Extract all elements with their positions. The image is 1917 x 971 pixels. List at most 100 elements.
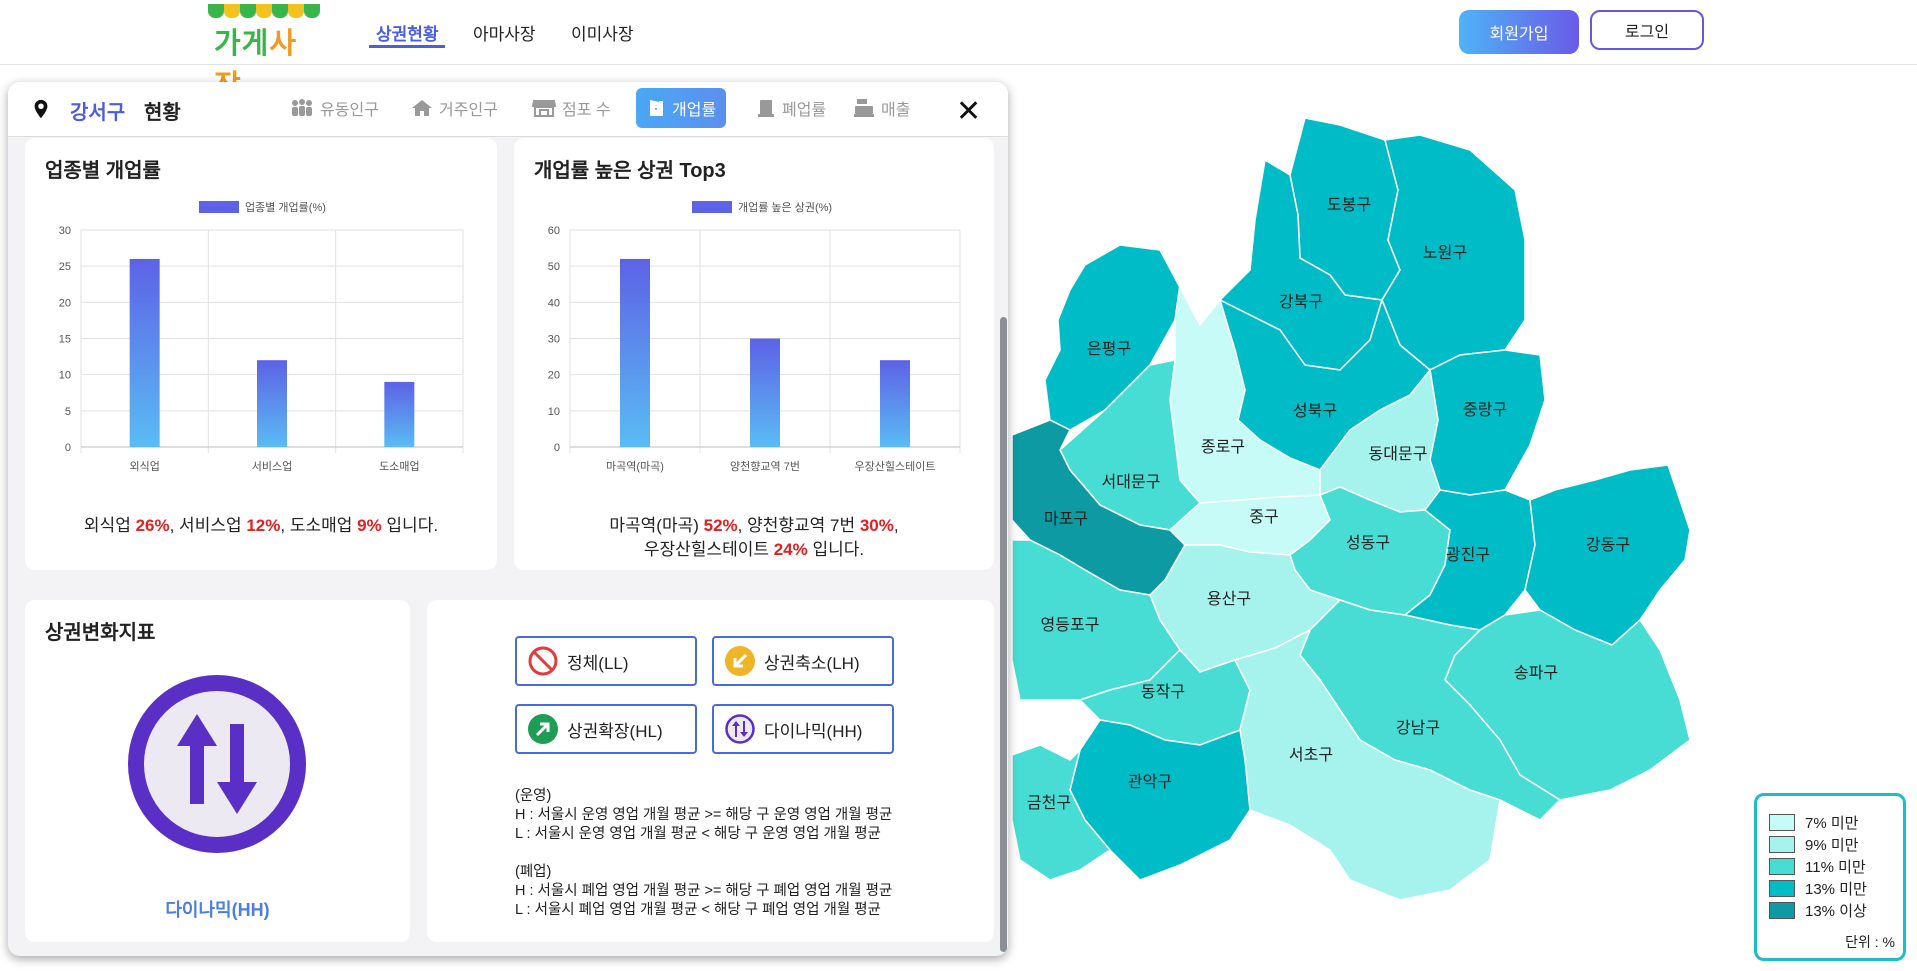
legend-item: 13% 이상 xyxy=(1769,900,1867,920)
panel-scrollbar[interactable] xyxy=(1000,317,1007,952)
y-tick-label: 30 xyxy=(59,225,71,237)
bar[interactable] xyxy=(750,338,780,448)
district-geumcheon[interactable] xyxy=(1011,744,1112,881)
store-icon xyxy=(532,100,556,117)
district-gangdong[interactable] xyxy=(1524,464,1691,646)
up-down-arrows-small-icon xyxy=(725,714,755,744)
closure-h-desc: H : 서울시 폐업 영업 개월 평균 >= 해당 구 폐업 영업 개월 평균 xyxy=(515,883,893,899)
no-entry-icon xyxy=(528,646,558,676)
legend-swatch xyxy=(199,201,239,213)
tab-resident-population[interactable]: 거주인구 xyxy=(411,88,498,128)
map-legend: 7% 미만 9% 미만 11% 미만 13% 미만 13% 이상 단위 : % xyxy=(1754,793,1906,961)
home-icon xyxy=(412,100,432,116)
nav-item-imisajang[interactable]: 이미사장 xyxy=(571,25,634,44)
legend-swatch xyxy=(1769,857,1795,875)
tab-closing-rate[interactable]: 폐업률 xyxy=(756,88,826,128)
tab-opening-rate[interactable]: 개업률 xyxy=(636,88,727,128)
tab-store-count[interactable]: 점포 수 xyxy=(532,88,611,128)
y-tick-label: 10 xyxy=(548,406,560,418)
y-tick-label: 10 xyxy=(59,370,71,382)
top3-market-card: 개업률 높은 상권 Top3 개업률 높은 상권(%) 0 10 20 30 40 50 60… xyxy=(514,138,994,570)
bar[interactable] xyxy=(880,360,910,447)
x-tick-label: 마곡역(마곡) xyxy=(606,460,664,473)
y-tick-label: 60 xyxy=(548,225,560,237)
door-open-icon xyxy=(650,100,663,116)
label-dobong: 도봉구 xyxy=(1327,197,1371,214)
legend-swatch xyxy=(692,201,732,213)
card-title: 상권변화지표 xyxy=(45,622,156,644)
label-eunpyeong: 은평구 xyxy=(1087,340,1131,358)
card-title: 개업률 높은 상권 Top3 xyxy=(534,160,726,182)
signup-button[interactable]: 회원가입 xyxy=(1459,10,1579,54)
label-mapo: 마포구 xyxy=(1044,510,1088,528)
people-icon xyxy=(292,99,312,116)
legend-item: 7% 미만 xyxy=(1769,812,1858,832)
label-geumcheon: 금천구 xyxy=(1027,794,1071,812)
indicator-shrink-button[interactable]: 상권축소(LH) xyxy=(712,636,894,686)
label-nowon: 노원구 xyxy=(1423,244,1467,262)
bar[interactable] xyxy=(384,381,415,447)
tab-floating-population[interactable]: 유동인구 xyxy=(290,88,379,128)
top3-summary: 마곡역(마곡) 52%, 양천향교역 7번 30%, 우장산힐스테이트 24% … xyxy=(609,516,899,559)
label-dongjak: 동작구 xyxy=(1141,683,1185,701)
district-jungnang[interactable] xyxy=(1429,349,1546,496)
location-pin-icon xyxy=(34,99,48,119)
industry-summary: 외식업 26%, 서비스업 12%, 도소매업 9% 입니다. xyxy=(83,516,439,535)
up-down-arrows-icon xyxy=(128,675,306,853)
nav-item-market-status[interactable]: 상권현황 xyxy=(376,25,439,44)
label-yongsan: 용산구 xyxy=(1207,590,1251,608)
nav-item-amasajang[interactable]: 아마사장 xyxy=(473,25,536,44)
legend-item: 13% 미만 xyxy=(1769,878,1867,898)
operation-l-desc: L : 서울시 운영 영업 개월 평균 < 해당 구 운영 영업 개월 평균 xyxy=(515,826,881,842)
logo[interactable]: 가게사장 xyxy=(208,4,320,102)
label-gangnam: 강남구 xyxy=(1396,719,1440,737)
index-legend-card: 정체(LL) 상권축소(LH) 상권확장(HL) 다이나믹(HH) (운영) H… xyxy=(427,600,994,942)
x-tick-label: 양천향교역 7번 xyxy=(730,459,800,473)
legend-item: 9% 미만 xyxy=(1769,834,1858,854)
top3-bar-chart: 개업률 높은 상권(%) 0 10 20 30 40 50 60 마곡역(마곡) 양천향교역 7번… xyxy=(548,201,961,473)
x-tick-label: 우장산힐스테이트 xyxy=(855,460,936,473)
nav-active-underline xyxy=(369,45,445,48)
label-gangbuk: 강북구 xyxy=(1279,293,1323,311)
label-seongbuk: 성북구 xyxy=(1293,402,1337,420)
indicator-stagnant-button[interactable]: 정체(LL) xyxy=(515,636,697,686)
card-title: 업종별 개업률 xyxy=(45,160,161,182)
seoul-district-map: 도봉구 노원구 강북구 은평구 성북구 중랑구 종로구 동대문구 서대문구 마포… xyxy=(1011,117,1691,901)
y-tick-label: 20 xyxy=(59,297,71,309)
y-tick-label: 5 xyxy=(65,406,71,418)
label-junggu: 중구 xyxy=(1249,509,1278,526)
industry-opening-rate-card: 업종별 개업률 업종별 개업률(%) 0 5 10 15 20 25 30 외식업 서비스업 도소매… xyxy=(25,138,497,570)
logo-awning-icon xyxy=(208,4,320,18)
closure-title: (폐업) xyxy=(515,864,552,880)
indicator-expand-button[interactable]: 상권확장(HL) xyxy=(515,704,697,754)
close-panel-button[interactable]: ✕ xyxy=(956,95,982,128)
region-name: 강서구 xyxy=(70,102,126,124)
bar[interactable] xyxy=(129,258,160,447)
login-button[interactable]: 로그인 xyxy=(1590,10,1704,50)
operation-title: (운영) xyxy=(515,788,552,804)
market-change-index-card: 상권변화지표 다이나믹(HH) xyxy=(25,600,410,942)
district-labels: 도봉구 노원구 강북구 은평구 성북구 중랑구 종로구 동대문구 서대문구 마포… xyxy=(1027,197,1630,812)
operation-h-desc: H : 서울시 운영 영업 개월 평균 >= 해당 구 운영 영업 개월 평균 xyxy=(515,807,893,823)
legend-swatch xyxy=(1769,835,1795,853)
bar[interactable] xyxy=(257,360,287,447)
y-tick-label: 40 xyxy=(548,297,560,309)
label-gangdong: 강동구 xyxy=(1586,536,1630,554)
industry-bar-chart: 업종별 개업률(%) 0 5 10 15 20 25 30 외식업 서비스업 도소매업 xyxy=(59,201,464,473)
indicator-dynamic-button[interactable]: 다이나믹(HH) xyxy=(712,704,894,754)
index-current-value: 다이나믹(HH) xyxy=(165,900,270,920)
panel-header: 강서구 현황 유동인구 거주인구 점포 수 개업률 폐업률 매출 ✕ xyxy=(8,82,1008,137)
x-tick-label: 외식업 xyxy=(129,460,159,473)
tab-sales[interactable]: 매출 xyxy=(853,88,910,128)
bar[interactable] xyxy=(620,258,650,447)
label-gwanak: 관악구 xyxy=(1128,773,1172,791)
label-seocho: 서초구 xyxy=(1289,746,1333,764)
label-jongno: 종로구 xyxy=(1201,439,1245,456)
y-tick-label: 50 xyxy=(548,261,560,273)
arrow-up-right-icon xyxy=(528,714,558,744)
label-songpa: 송파구 xyxy=(1514,664,1558,682)
label-jungnang: 중랑구 xyxy=(1463,401,1507,419)
legend-swatch xyxy=(1769,879,1795,897)
x-tick-label: 도소매업 xyxy=(379,460,419,473)
legend-swatch xyxy=(1769,813,1795,831)
